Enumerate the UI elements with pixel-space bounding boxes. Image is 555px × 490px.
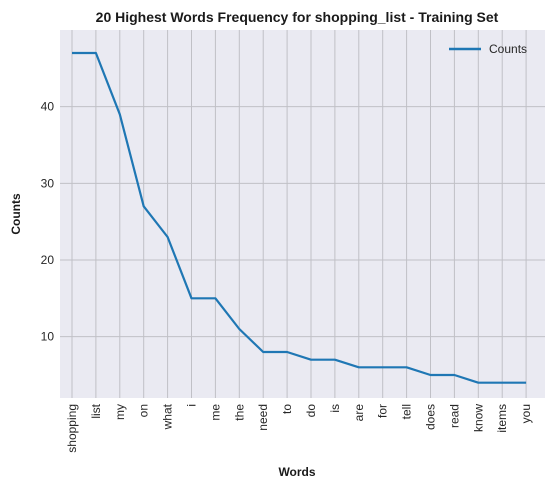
- x-tick-label: is: [328, 404, 342, 413]
- y-axis-ticks: 10 20 30 40: [41, 100, 55, 344]
- y-tick-label: 30: [41, 176, 55, 190]
- x-tick-label: on: [137, 404, 151, 417]
- x-tick-label: tell: [400, 404, 414, 419]
- plot-area: [60, 30, 545, 398]
- x-axis-label: Words: [278, 465, 315, 479]
- legend-label-counts: Counts: [489, 42, 527, 56]
- x-tick-label: for: [376, 404, 390, 418]
- x-tick-label: are: [352, 404, 366, 422]
- x-tick-label: i: [185, 404, 199, 407]
- y-axis-label: Counts: [9, 193, 23, 235]
- x-tick-label: shopping: [65, 404, 79, 453]
- x-tick-label: what: [161, 403, 175, 430]
- x-axis-ticks: shopping list my on what i me the need to do is are f…: [65, 403, 533, 452]
- x-tick-label: items: [495, 404, 509, 433]
- chart-title: 20 Highest Words Frequency for shopping_…: [96, 9, 499, 25]
- x-tick-label: does: [424, 404, 438, 430]
- y-tick-label: 40: [41, 100, 55, 114]
- x-tick-label: need: [256, 404, 270, 431]
- y-tick-label: 10: [41, 330, 55, 344]
- x-tick-label: do: [304, 404, 318, 418]
- x-tick-label: to: [280, 404, 294, 414]
- x-tick-label: know: [471, 404, 485, 432]
- x-tick-label: you: [519, 404, 533, 423]
- x-tick-label: read: [447, 404, 461, 428]
- x-tick-label: me: [208, 404, 222, 421]
- y-tick-label: 20: [41, 253, 55, 267]
- x-tick-label: list: [89, 403, 103, 418]
- x-tick-label: the: [232, 404, 246, 421]
- x-tick-label: my: [113, 404, 127, 420]
